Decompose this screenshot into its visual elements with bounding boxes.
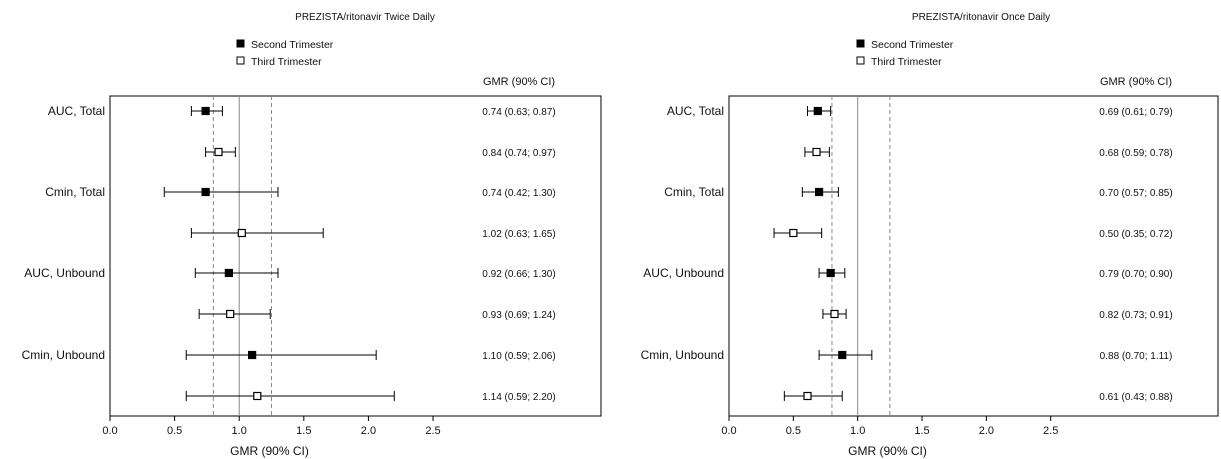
point-estimate-open-square: [237, 228, 246, 238]
ci-value-text: 1.02 (0.63; 1.65): [482, 229, 555, 240]
ci-value-text: 0.61 (0.43; 0.88): [1099, 392, 1172, 403]
point-estimate-open-square: [253, 391, 262, 401]
point-estimate-open-square: [214, 147, 223, 157]
x-tick-label: 2.5: [1043, 425, 1058, 437]
legend-marker-open-square: [856, 56, 865, 65]
row-label: AUC, Unbound: [643, 266, 724, 280]
plot-frame: [728, 95, 1219, 417]
row-label: AUC, Total: [667, 104, 724, 118]
x-tick-label: 2.5: [425, 425, 440, 437]
legend-label: Third Trimester: [871, 56, 942, 68]
x-tick-label: 2.0: [361, 425, 376, 437]
panel-title: PREZISTA/ritonavir Once Daily: [912, 12, 1050, 23]
ci-value-text: 0.69 (0.61; 0.79): [1099, 107, 1172, 118]
x-axis-label: GMR (90% CI): [230, 444, 309, 458]
row-label: AUC, Unbound: [24, 266, 105, 280]
ci-value-text: 0.93 (0.69; 1.24): [482, 310, 555, 321]
point-estimate-filled-square: [838, 350, 847, 360]
point-estimate-filled-square: [826, 268, 835, 278]
point-estimate-open-square: [812, 147, 821, 157]
plot-frame: [109, 95, 602, 417]
x-tick-label: 1.5: [914, 425, 929, 437]
legend-label: Second Trimester: [871, 39, 954, 51]
x-tick-label: 2.0: [979, 425, 994, 437]
x-tick-label: 1.0: [232, 425, 247, 437]
row-label: Cmin, Unbound: [22, 348, 105, 362]
x-tick-label: 0.5: [167, 425, 182, 437]
forest-panel-2: PREZISTA/ritonavir Once Daily Second Trim…: [641, 12, 1219, 458]
x-tick-label: 0.0: [102, 425, 117, 437]
ci-value-text: 0.84 (0.74; 0.97): [482, 148, 555, 159]
point-estimate-open-square: [803, 391, 812, 401]
ci-value-text: 0.82 (0.73; 0.91): [1099, 310, 1172, 321]
point-estimate-open-square: [789, 228, 798, 238]
ci-column-header: GMR (90% CI): [483, 76, 555, 88]
legend-marker-open-square: [236, 56, 245, 65]
row-label: Cmin, Unbound: [641, 348, 724, 362]
point-estimate-filled-square: [201, 187, 210, 197]
legend-marker-filled-square: [856, 39, 865, 48]
x-axis-label: GMR (90% CI): [848, 444, 927, 458]
row-label: AUC, Total: [48, 104, 105, 118]
ci-value-text: 0.92 (0.66; 1.30): [482, 269, 555, 280]
ci-value-text: 0.70 (0.57; 0.85): [1099, 188, 1172, 199]
legend-label: Third Trimester: [251, 56, 322, 68]
x-tick-label: 1.5: [296, 425, 311, 437]
ci-value-text: 0.74 (0.42; 1.30): [482, 188, 555, 199]
x-tick-label: 0.5: [786, 425, 801, 437]
legend-marker-filled-square: [236, 39, 245, 48]
point-estimate-filled-square: [248, 350, 257, 360]
point-estimate-open-square: [830, 309, 839, 319]
forest-panel-1: PREZISTA/ritonavir Twice Daily Second Tri…: [22, 12, 602, 458]
ci-value-text: 0.50 (0.35; 0.72): [1099, 229, 1172, 240]
legend-label: Second Trimester: [251, 39, 334, 51]
ci-value-text: 1.14 (0.59; 2.20): [482, 392, 555, 403]
point-estimate-filled-square: [201, 106, 210, 116]
ci-column-header: GMR (90% CI): [1100, 76, 1172, 88]
ci-value-text: 1.10 (0.59; 2.06): [482, 351, 555, 362]
panel-title: PREZISTA/ritonavir Twice Daily: [295, 12, 435, 23]
point-estimate-open-square: [226, 309, 235, 319]
x-tick-label: 0.0: [721, 425, 736, 437]
point-estimate-filled-square: [813, 106, 822, 116]
row-label: Cmin, Total: [664, 185, 724, 199]
x-tick-label: 1.0: [850, 425, 865, 437]
ci-value-text: 0.68 (0.59; 0.78): [1099, 148, 1172, 159]
ci-value-text: 0.74 (0.63; 0.87): [482, 107, 555, 118]
ci-value-text: 0.79 (0.70; 0.90): [1099, 269, 1172, 280]
point-estimate-filled-square: [814, 187, 824, 197]
row-label: Cmin, Total: [45, 185, 105, 199]
point-estimate-filled-square: [224, 268, 233, 278]
ci-value-text: 0.88 (0.70; 1.11): [1100, 351, 1173, 362]
